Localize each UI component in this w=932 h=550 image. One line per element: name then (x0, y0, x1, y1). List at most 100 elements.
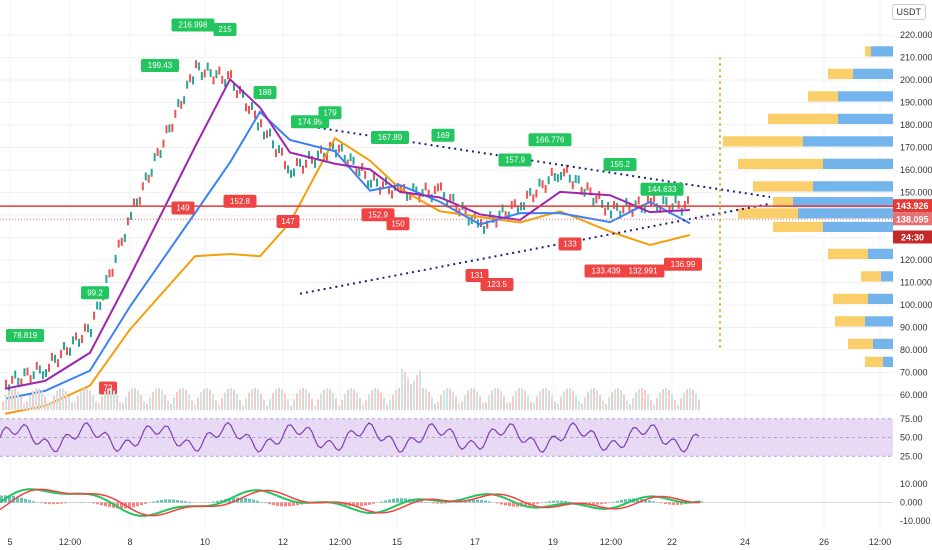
candle (498, 210, 501, 219)
macd-histogram-bar (140, 502, 143, 506)
candle (622, 205, 625, 214)
sell-signal-label: 152.8 (230, 197, 251, 206)
currency-selector[interactable]: USDT (891, 4, 926, 20)
macd-histogram-bar (52, 502, 55, 505)
candle (81, 334, 83, 343)
volume-bar (455, 396, 457, 410)
volume-bar (581, 403, 583, 410)
macd-histogram-bar (64, 502, 67, 504)
macd-histogram-bar (624, 499, 627, 503)
candle (203, 69, 206, 78)
candle (130, 211, 132, 220)
macd-histogram-bar (252, 499, 255, 503)
macd-histogram-bar (60, 502, 63, 504)
volume-bar (170, 404, 172, 410)
candle (653, 194, 656, 203)
volume-bar (683, 392, 685, 410)
buy-signal-label: 99.2 (87, 288, 103, 297)
candle (403, 183, 406, 192)
candle (197, 62, 200, 71)
macd-histogram-bar (180, 500, 183, 503)
sell-signal-flag (171, 201, 195, 215)
volume-profile-bar (813, 181, 893, 192)
candle (78, 338, 80, 347)
macd-histogram-bar (400, 498, 403, 503)
macd-histogram-bar (216, 500, 219, 503)
volume-profile-bar (881, 271, 893, 282)
macd-histogram-bar (276, 502, 279, 506)
macd-histogram-bar (628, 498, 631, 503)
price-tick-label: 70.000 (900, 368, 928, 378)
volume-bar (698, 399, 700, 410)
volume-bar (620, 390, 622, 410)
volume-bar (386, 404, 388, 410)
candle (538, 178, 541, 187)
volume-bar (572, 390, 574, 410)
volume-bar (566, 388, 568, 410)
volume-bar (623, 394, 625, 410)
candle (358, 168, 361, 177)
candle (212, 76, 215, 85)
volume-bar (542, 388, 544, 410)
volume-bar (266, 405, 268, 410)
current-price-badge (893, 199, 932, 213)
volume-bar (656, 398, 658, 410)
buy-signal-label: 179 (323, 108, 337, 117)
ema-blue-line (4, 110, 691, 400)
macd-histogram-bar (612, 501, 615, 503)
macd-histogram-bar (488, 501, 491, 503)
macd-histogram-bar (248, 498, 251, 503)
candle (171, 123, 174, 132)
macd-histogram-bar (600, 502, 603, 505)
macd-histogram-bar (100, 502, 103, 506)
volume-bar (50, 402, 52, 410)
price-tick-label: 190.000 (900, 98, 932, 108)
candle (302, 165, 304, 174)
volume-bar (473, 388, 475, 410)
volume-bar (368, 394, 370, 410)
buy-signal-flag (498, 153, 532, 167)
volume-bar (59, 388, 61, 410)
price-tick-label: 60.000 (900, 390, 928, 400)
sell-signal-label: 149 (176, 204, 190, 213)
volume-bar (398, 388, 400, 410)
candle (634, 200, 637, 209)
volume-profile-bar (861, 271, 881, 282)
macd-histogram-bar (172, 499, 175, 503)
volume-bar (635, 392, 637, 410)
macd-histogram-bar (104, 502, 107, 507)
candle (556, 174, 559, 183)
candle (550, 167, 553, 176)
volume-bar (599, 394, 601, 410)
candle (424, 182, 427, 191)
candle (565, 164, 568, 173)
buy-signal-flag (640, 182, 684, 196)
candle (141, 182, 144, 191)
volume-bar (308, 393, 310, 410)
time-tick-label: 24 (740, 537, 750, 547)
candle (529, 187, 532, 196)
candle (586, 182, 589, 191)
candle (311, 155, 313, 164)
volume-profile-bar (828, 248, 868, 259)
macd-histogram-bar (504, 502, 507, 506)
macd-histogram-bar (500, 502, 503, 505)
candle (464, 206, 467, 215)
volume-bar (647, 394, 649, 410)
volume-bar (224, 392, 226, 410)
volume-bar (419, 370, 421, 410)
volume-bar (359, 398, 361, 410)
macd-histogram-bar (436, 502, 439, 504)
volume-bar (494, 388, 496, 410)
volume-bar (329, 389, 331, 410)
macd-histogram-bar (472, 499, 475, 503)
macd-histogram-bar (508, 502, 511, 507)
volume-bar (317, 399, 319, 410)
price-tick-label: 150.000 (900, 188, 932, 198)
sell-signal-label: 150 (391, 219, 405, 228)
volume-bar (650, 400, 652, 410)
macd-histogram-bar (132, 502, 135, 508)
volume-bar (326, 388, 328, 410)
rsi-tick-label: 75.00 (900, 414, 923, 424)
sell-signal-flag (361, 208, 395, 222)
